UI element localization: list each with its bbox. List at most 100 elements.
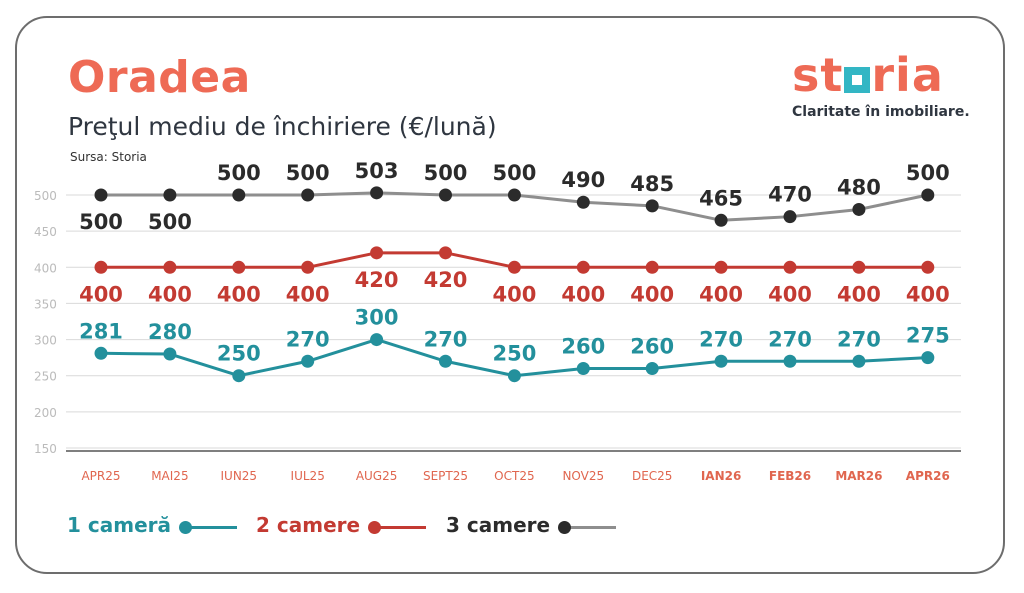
x-tick-label: APR26 bbox=[906, 469, 950, 483]
series-3-data-label: 465 bbox=[699, 186, 743, 210]
series-3-point bbox=[852, 202, 866, 216]
series-2-point bbox=[439, 246, 452, 260]
series-2-point bbox=[921, 260, 935, 274]
series-1-data-label: 270 bbox=[699, 327, 743, 351]
series-3-point bbox=[783, 210, 797, 224]
logo-text-end: ria bbox=[871, 48, 944, 102]
series-2-data-label: 400 bbox=[630, 282, 674, 306]
series-1-data-label: 260 bbox=[561, 334, 605, 358]
y-tick-label: 450 bbox=[34, 225, 57, 239]
series-3-data-label: 500 bbox=[79, 210, 123, 234]
logo-text-start: st bbox=[792, 48, 844, 102]
series-1-point bbox=[852, 354, 866, 368]
series-1-point bbox=[714, 354, 728, 368]
y-tick-label: 200 bbox=[34, 406, 57, 420]
legend-label: 3 camere bbox=[446, 513, 551, 537]
series-2-data-label: 400 bbox=[492, 282, 536, 306]
series-2-point bbox=[370, 246, 384, 260]
series-3-data-label: 500 bbox=[286, 161, 330, 185]
series-2-data-label: 400 bbox=[837, 282, 881, 306]
series-3-point bbox=[921, 188, 935, 202]
series-3-data-label: 480 bbox=[837, 175, 881, 199]
series-3-data-label: 500 bbox=[424, 161, 468, 185]
chart-card bbox=[15, 16, 1005, 574]
x-tick-label: APR25 bbox=[81, 469, 120, 483]
y-tick-label: 150 bbox=[34, 442, 57, 456]
series-1-point bbox=[370, 333, 384, 347]
series-3-point bbox=[439, 188, 452, 202]
legend-item-series-1: 1 cameră bbox=[67, 513, 237, 537]
series-1-point bbox=[576, 361, 590, 375]
x-tick-label: MAR26 bbox=[835, 469, 882, 483]
series-3-data-label: 485 bbox=[630, 172, 674, 196]
source-note: Sursa: Storia bbox=[70, 150, 147, 164]
series-2-data-label: 400 bbox=[79, 282, 123, 306]
y-tick-label: 250 bbox=[34, 370, 57, 384]
series-2-data-label: 400 bbox=[286, 282, 330, 306]
logo-tagline: Claritate în imobiliare. bbox=[792, 104, 970, 120]
series-1-data-label: 270 bbox=[424, 327, 468, 351]
series-1-data-label: 270 bbox=[837, 327, 881, 351]
x-tick-label: MAI25 bbox=[151, 469, 188, 483]
series-1-data-label: 260 bbox=[630, 334, 674, 358]
series-2-data-label: 420 bbox=[424, 268, 468, 292]
legend-label: 2 camere bbox=[256, 513, 361, 537]
chart-subtitle: Preţul mediu de închiriere (€/lună) bbox=[68, 112, 497, 141]
series-3-point bbox=[645, 199, 659, 213]
y-tick-label: 300 bbox=[34, 334, 57, 348]
legend-marker-icon bbox=[368, 520, 427, 534]
x-tick-label: DEC25 bbox=[632, 469, 672, 483]
series-3-data-label: 490 bbox=[561, 168, 605, 192]
series-3-data-label: 470 bbox=[768, 183, 812, 207]
series-2-point bbox=[163, 260, 177, 274]
series-3-point bbox=[714, 213, 728, 227]
series-1-data-label: 270 bbox=[286, 327, 330, 351]
series-3-point bbox=[507, 188, 521, 202]
y-tick-label: 350 bbox=[34, 297, 57, 311]
series-2-point bbox=[576, 260, 590, 274]
series-2-point bbox=[301, 260, 315, 274]
x-tick-label: IUL25 bbox=[291, 469, 325, 483]
series-1-data-label: 300 bbox=[355, 306, 399, 330]
series-2-point bbox=[94, 260, 108, 274]
series-2-data-label: 400 bbox=[561, 282, 605, 306]
series-1-point bbox=[163, 347, 177, 361]
series-1-data-label: 250 bbox=[492, 342, 536, 366]
series-2-point bbox=[232, 260, 246, 274]
x-tick-label: IUN25 bbox=[221, 469, 258, 483]
y-tick-label: 500 bbox=[34, 189, 57, 203]
x-tick-label: OCT25 bbox=[494, 469, 534, 483]
series-1-point bbox=[645, 361, 659, 375]
series-2-data-label: 400 bbox=[699, 282, 743, 306]
series-2-point bbox=[507, 260, 521, 274]
series-2-data-label: 400 bbox=[768, 282, 812, 306]
series-2-point bbox=[714, 260, 728, 274]
series-2-data-label: 420 bbox=[355, 268, 399, 292]
city-title: Oradea bbox=[68, 52, 251, 103]
series-3-point bbox=[370, 186, 384, 200]
series-1-data-label: 250 bbox=[217, 342, 261, 366]
series-3-point bbox=[301, 188, 315, 202]
logo-square-icon bbox=[844, 67, 871, 93]
series-2-point bbox=[645, 260, 659, 274]
legend-label: 1 cameră bbox=[67, 513, 171, 537]
storia-logo: st ria bbox=[792, 52, 944, 98]
series-3-point bbox=[232, 188, 246, 202]
series-2-data-label: 400 bbox=[148, 282, 192, 306]
series-1-point bbox=[507, 369, 521, 383]
series-1-data-label: 280 bbox=[148, 320, 192, 344]
legend-item-series-2: 2 camere bbox=[256, 513, 427, 537]
series-2-point bbox=[852, 260, 866, 274]
series-3-data-label: 500 bbox=[148, 210, 192, 234]
series-1-point bbox=[439, 354, 452, 368]
series-3-data-label: 500 bbox=[492, 161, 536, 185]
series-1-data-label: 275 bbox=[906, 324, 950, 348]
series-1-point bbox=[783, 354, 797, 368]
x-tick-label: FEB26 bbox=[769, 469, 811, 483]
series-3-data-label: 500 bbox=[217, 161, 261, 185]
series-2-data-label: 400 bbox=[906, 282, 950, 306]
series-1-point bbox=[921, 351, 935, 365]
x-tick-label: IAN26 bbox=[701, 469, 742, 483]
x-tick-label: AUG25 bbox=[356, 469, 398, 483]
